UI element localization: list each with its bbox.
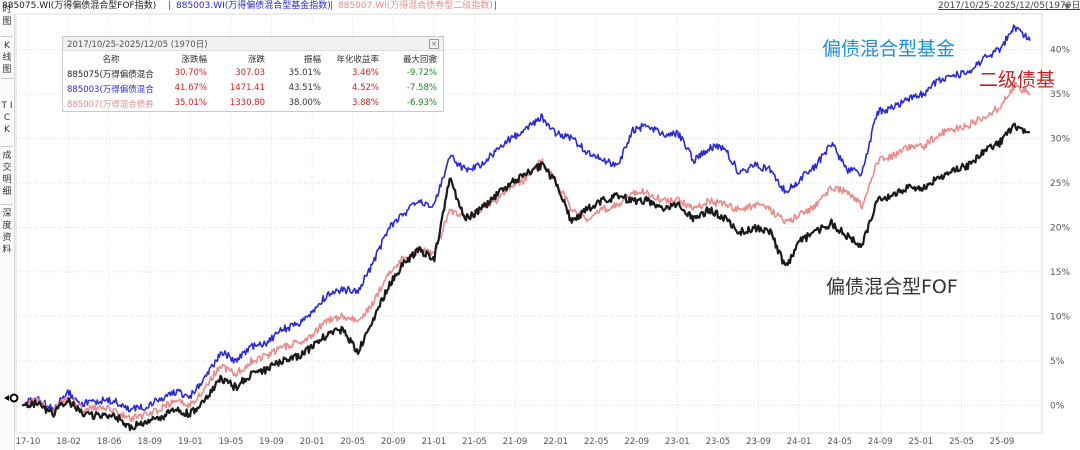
row-mixed-bond-pct: 41.67% <box>174 83 207 93</box>
nav-kline-chart[interactable]: K 线 图 <box>2 41 12 75</box>
y-tick-label: 0% <box>1050 401 1065 411</box>
nav-divider <box>1 78 13 79</box>
annotation-secondary-bond-fund: 二级债基 <box>979 69 1055 91</box>
y-tick-label: 40% <box>1050 46 1070 56</box>
row-mixed-bond-name[interactable]: 885003(万得偏债混合 <box>67 85 154 95</box>
series-label-secondary-bond-fund[interactable]: 885007.WI(万得混合债券型二级指数) <box>338 1 493 11</box>
row-fof-name[interactable]: 885075(万得偏债混合 <box>67 70 154 80</box>
row-secondary-bond-chg: 1330.80 <box>229 98 265 108</box>
stats-table-header <box>63 37 443 51</box>
x-tick-label: 18-06 <box>97 437 122 447</box>
nav-depth-data[interactable]: 深 度 资 料 <box>2 209 12 255</box>
row-secondary-bond-name[interactable]: 885007(万得混合债券 <box>67 100 154 110</box>
annotation-fof: 偏债混合型FOF <box>826 276 958 298</box>
x-axis: 17-10 18-02 18-06 18-09 19-01 19-05 19-09 20-01… <box>16 437 1015 447</box>
date-range-selector[interactable]: 2017/10/25-2025/12/05(1970日) <box>938 1 1080 11</box>
x-tick-label: 19-09 <box>259 437 284 447</box>
nav-divider <box>1 36 13 37</box>
row-secondary-bond-amp: 38.00% <box>288 98 321 108</box>
nav-intraday-chart[interactable]: 时 图 <box>2 5 12 27</box>
row-secondary-bond-pct: 35.01% <box>174 98 207 108</box>
x-tick-label: 19-05 <box>219 437 244 447</box>
x-tick-label: 24-09 <box>868 437 893 447</box>
dropdown-triangle-icon[interactable]: ▼ <box>1064 2 1071 11</box>
series-line <box>21 81 1031 423</box>
x-tick-label: 23-01 <box>665 437 690 447</box>
row-fof-mdd: -9.72% <box>406 68 437 78</box>
header-separator: | <box>330 1 334 11</box>
series-line <box>21 122 1031 432</box>
x-tick-label: 22-01 <box>543 437 568 447</box>
row-fof-annual: 3.46% <box>351 68 379 78</box>
series-line <box>21 24 1031 413</box>
series-label-fof[interactable]: 885075.WI(万得偏债混合型FOF指数) <box>2 1 157 11</box>
y-tick-label: 15% <box>1050 268 1070 278</box>
x-tick-label: 18-02 <box>56 437 81 447</box>
row-mixed-bond-amp: 43.51% <box>288 83 321 93</box>
x-tick-label: 23-05 <box>706 437 731 447</box>
top-title-bar: 885075.WI(万得偏债混合型FOF指数) | 885003.WI(万得偏债… <box>0 0 1080 13</box>
x-tick-label: 23-09 <box>746 437 771 447</box>
y-tick-label: 10% <box>1050 312 1070 322</box>
y-tick-label: 30% <box>1050 135 1070 145</box>
series-label-mixed-bond-fund[interactable]: 885003.WI(万得偏债混合型基金指数) <box>176 1 331 11</box>
x-tick-label: 18-09 <box>137 437 162 447</box>
nav-trade-details[interactable]: 成 交 明 细 <box>2 151 12 197</box>
row-mixed-bond-annual: 4.52% <box>351 83 379 93</box>
x-tick-label: 21-05 <box>462 437 487 447</box>
col-header-pct: 涨跌幅 <box>181 55 207 65</box>
x-tick-label: 24-01 <box>787 437 812 447</box>
series-lines <box>21 24 1031 432</box>
nav-divider <box>1 204 13 205</box>
y-tick-label: 20% <box>1050 223 1070 233</box>
row-fof-chg: 307.03 <box>235 68 265 78</box>
row-fof-pct: 30.70% <box>174 68 207 78</box>
x-tick-label: 20-09 <box>381 437 406 447</box>
row-secondary-bond-mdd: -6.93% <box>406 98 437 108</box>
x-tick-label: 25-05 <box>949 437 974 447</box>
header-separator: | <box>494 1 498 11</box>
x-tick-label: 22-09 <box>624 437 649 447</box>
left-nav-bar: 时 图 K 线 图 T I C K 成 交 明 细 深 度 资 料 <box>0 5 15 450</box>
x-tick-label: 24-05 <box>827 437 852 447</box>
row-fof-amp: 35.01% <box>288 68 321 78</box>
row-mixed-bond-mdd: -7.58% <box>406 83 437 93</box>
stats-table-title: 2017/10/25-2025/12/05 (1970日) <box>67 40 208 50</box>
close-box-icon[interactable]: × <box>429 39 439 49</box>
x-tick-label: 19-01 <box>178 437 203 447</box>
y-tick-label: 35% <box>1050 90 1070 100</box>
x-tick-label: 25-09 <box>990 437 1015 447</box>
x-tick-label: 25-01 <box>908 437 933 447</box>
x-tick-label: 22-05 <box>584 437 609 447</box>
header-separator: | <box>168 1 172 11</box>
col-header-amp: 振幅 <box>303 55 321 65</box>
x-tick-label: 20-05 <box>340 437 365 447</box>
stats-table-panel: 2017/10/25-2025/12/05 (1970日) × 名称 涨跌幅 涨… <box>62 36 444 112</box>
row-secondary-bond-annual: 3.88% <box>351 98 379 108</box>
start-marker-icon <box>4 393 19 403</box>
row-mixed-bond-chg: 1471.41 <box>229 83 265 93</box>
annotation-mixed-bond-fund: 偏债混合型基金 <box>822 38 955 60</box>
x-tick-label: 21-09 <box>503 437 528 447</box>
nav-divider <box>1 146 13 147</box>
y-tick-label: 25% <box>1050 179 1070 189</box>
col-header-annual: 年化收益率 <box>336 55 379 65</box>
col-header-chg: 涨跌 <box>247 55 265 65</box>
x-tick-label: 21-01 <box>421 437 446 447</box>
x-tick-label: 20-01 <box>300 437 325 447</box>
y-tick-label: 5% <box>1050 357 1065 367</box>
col-header-name: 名称 <box>102 55 120 65</box>
y-axis: 0% 5% 10% 15% 20% 25% 30% 35% 40% <box>1050 46 1070 412</box>
col-header-mdd: 最大回撤 <box>402 55 437 65</box>
x-tick-label: 17-10 <box>16 437 41 447</box>
nav-tick[interactable]: T I C K <box>1 101 13 135</box>
